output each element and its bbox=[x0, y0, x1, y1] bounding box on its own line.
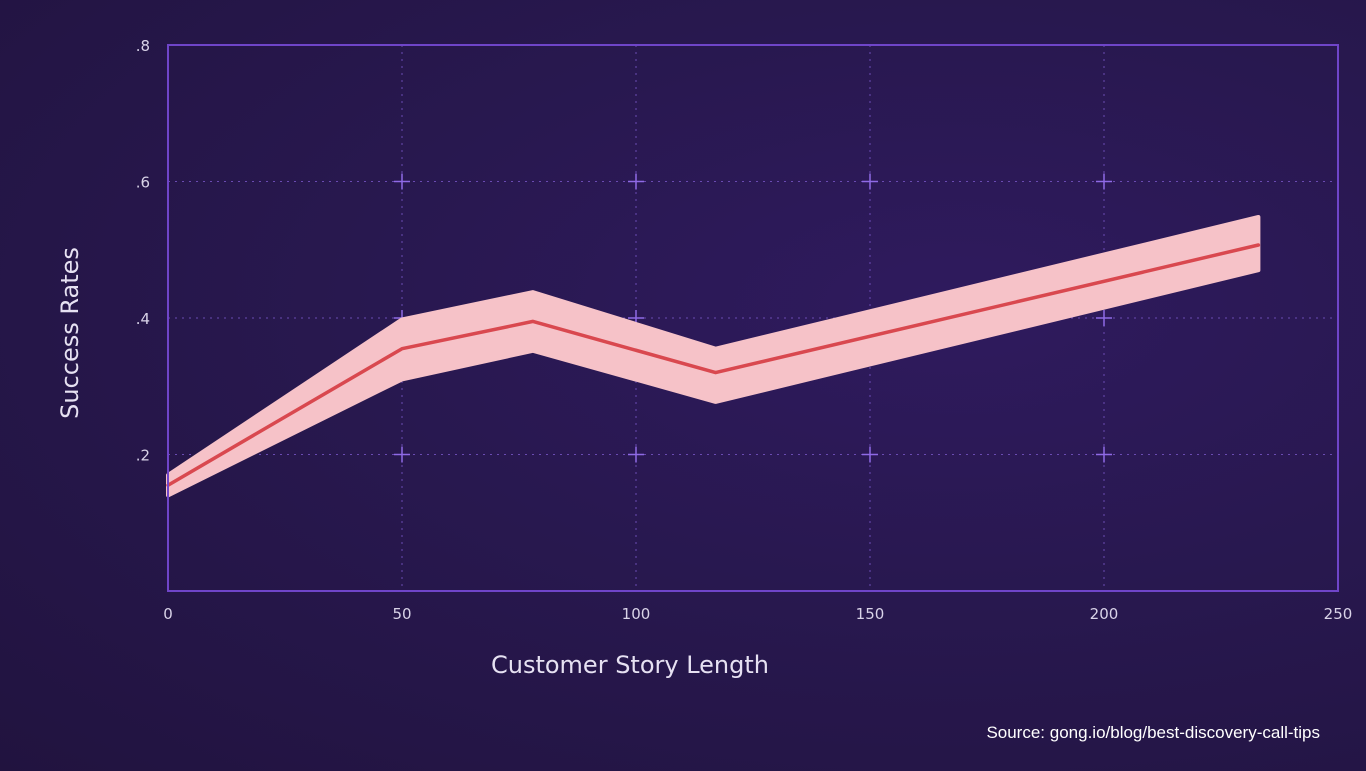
grid-cross bbox=[628, 173, 644, 190]
grid-cross bbox=[1096, 446, 1112, 463]
y-tick-label: .6 bbox=[136, 174, 150, 192]
x-axis-title: Customer Story Length bbox=[491, 651, 769, 679]
series-line-group bbox=[166, 243, 1261, 487]
y-tick-label: .4 bbox=[136, 310, 150, 328]
grid-cross bbox=[862, 173, 878, 190]
source-note: Source: gong.io/blog/best-discovery-call… bbox=[986, 723, 1320, 742]
grid-cross bbox=[394, 446, 410, 463]
grid bbox=[168, 45, 1338, 591]
plot-frame bbox=[167, 44, 1339, 592]
x-tick-label: 150 bbox=[856, 605, 885, 623]
x-tick-label: 250 bbox=[1324, 605, 1353, 623]
y-axis-title: Success Rates bbox=[56, 247, 84, 419]
x-tick-label: 200 bbox=[1090, 605, 1119, 623]
confidence-band-area bbox=[166, 215, 1261, 498]
x-tick-label: 0 bbox=[163, 605, 173, 623]
grid-cross bbox=[1096, 173, 1112, 190]
x-tick-label: 100 bbox=[622, 605, 651, 623]
x-axis-ticks: 0 50 100 150 200 250 bbox=[163, 605, 1352, 623]
y-tick-label: .2 bbox=[136, 447, 150, 465]
y-axis-ticks: .2 .4 .6 .8 bbox=[136, 37, 150, 465]
grid-cross bbox=[628, 446, 644, 463]
grid-cross bbox=[862, 446, 878, 463]
y-tick-label: .8 bbox=[136, 37, 150, 55]
x-tick-label: 50 bbox=[392, 605, 411, 623]
series-line bbox=[166, 243, 1261, 487]
confidence-band bbox=[166, 215, 1261, 498]
grid-cross bbox=[394, 173, 410, 190]
grid-cross bbox=[1096, 310, 1112, 326]
